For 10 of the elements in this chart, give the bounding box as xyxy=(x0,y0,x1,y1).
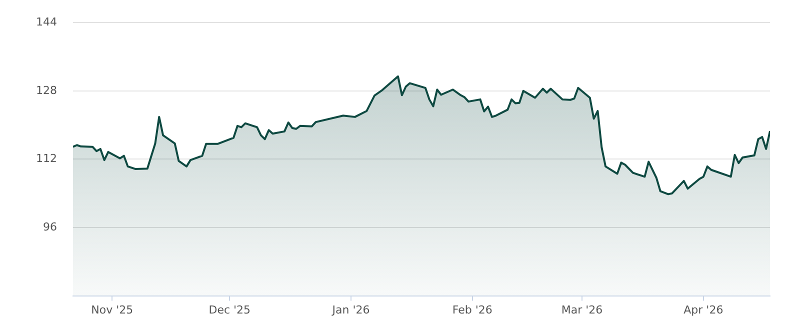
x-tick-label: Feb '26 xyxy=(452,303,492,316)
y-tick-label: 128 xyxy=(36,84,57,97)
y-tick-label: 96 xyxy=(42,220,57,234)
x-tick-label: Apr '26 xyxy=(684,303,724,316)
x-tick-label: Mar '26 xyxy=(561,303,603,316)
x-tick-label: Nov '25 xyxy=(91,303,134,316)
y-tick-label: 112 xyxy=(36,152,57,166)
x-tick-label: Jan '26 xyxy=(331,303,370,316)
x-tick-label: Dec '25 xyxy=(208,303,251,316)
y-tick-label: 144 xyxy=(36,15,57,28)
